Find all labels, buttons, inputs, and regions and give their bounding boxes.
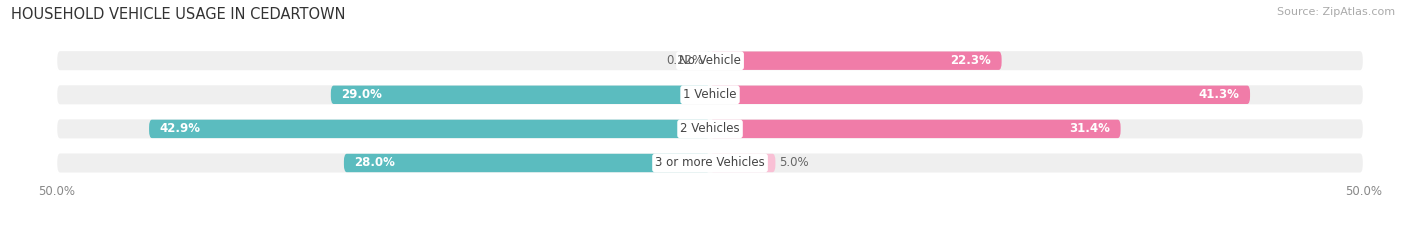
Text: 42.9%: 42.9% [159, 122, 201, 135]
Text: 5.0%: 5.0% [779, 157, 808, 169]
FancyBboxPatch shape [707, 51, 710, 70]
FancyBboxPatch shape [56, 84, 1364, 105]
Text: 3 or more Vehicles: 3 or more Vehicles [655, 157, 765, 169]
Text: 31.4%: 31.4% [1070, 122, 1111, 135]
Text: Source: ZipAtlas.com: Source: ZipAtlas.com [1277, 7, 1395, 17]
Text: HOUSEHOLD VEHICLE USAGE IN CEDARTOWN: HOUSEHOLD VEHICLE USAGE IN CEDARTOWN [11, 7, 346, 22]
FancyBboxPatch shape [710, 120, 1121, 138]
Text: 28.0%: 28.0% [354, 157, 395, 169]
FancyBboxPatch shape [56, 118, 1364, 140]
FancyBboxPatch shape [56, 152, 1364, 174]
FancyBboxPatch shape [710, 154, 776, 172]
FancyBboxPatch shape [710, 86, 1250, 104]
Text: 2 Vehicles: 2 Vehicles [681, 122, 740, 135]
Text: 0.22%: 0.22% [666, 54, 703, 67]
FancyBboxPatch shape [344, 154, 710, 172]
FancyBboxPatch shape [710, 51, 1001, 70]
Text: 41.3%: 41.3% [1199, 88, 1240, 101]
Text: No Vehicle: No Vehicle [679, 54, 741, 67]
Text: 22.3%: 22.3% [950, 54, 991, 67]
FancyBboxPatch shape [330, 86, 710, 104]
Text: 29.0%: 29.0% [342, 88, 382, 101]
FancyBboxPatch shape [149, 120, 710, 138]
Text: 1 Vehicle: 1 Vehicle [683, 88, 737, 101]
FancyBboxPatch shape [56, 50, 1364, 71]
